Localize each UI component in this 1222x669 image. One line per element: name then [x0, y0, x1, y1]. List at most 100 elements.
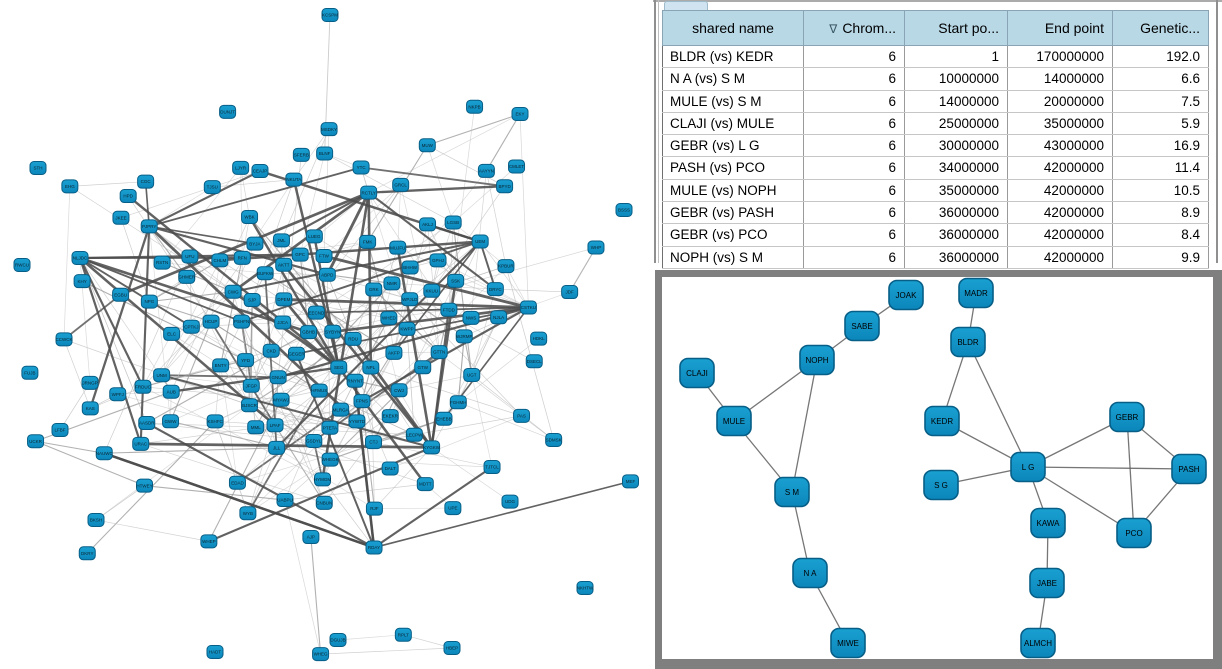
network-node[interactable]: ALMCH [1020, 627, 1056, 659]
network-node[interactable]: FUJB [21, 365, 39, 380]
cell-value[interactable]: 7.5 [1112, 90, 1209, 113]
network-node[interactable]: KKUU [423, 283, 441, 298]
network-node[interactable]: WJRMP [455, 329, 473, 344]
network-node[interactable]: KWPP [398, 321, 416, 336]
network-node[interactable]: AKTT [275, 257, 293, 272]
cell-value[interactable]: 42000000 [1007, 223, 1113, 247]
network-node[interactable]: RDU [344, 331, 362, 346]
network-node[interactable]: CLAJI [679, 357, 715, 389]
network-node[interactable]: MML [247, 420, 265, 435]
network-node[interactable]: RPLT [394, 627, 412, 642]
network-node[interactable]: NWS [462, 310, 480, 325]
network-node[interactable]: AAYYN [477, 163, 495, 178]
large-network-panel[interactable]: KCSPM STH RWCU NLJDC LFBF BKSH HADT DGUJB HBEP NK… [0, 0, 653, 669]
network-node[interactable]: SJP [243, 293, 261, 308]
network-node[interactable]: AUB [162, 384, 180, 399]
network-node[interactable]: SSK [447, 273, 465, 288]
network-node[interactable]: UPE [444, 501, 462, 516]
cell-value[interactable]: 10.5 [1112, 179, 1209, 203]
network-node[interactable]: GPHJ [429, 253, 447, 268]
network-node[interactable]: TJSU [203, 180, 221, 195]
network-node[interactable]: KSHFC [206, 414, 224, 429]
network-node[interactable]: LPAF [266, 418, 284, 433]
table-row[interactable]: BLDR (vs) KEDR 6 1 170000000 192.0 [662, 45, 1209, 69]
cell-value[interactable]: 34000000 [904, 156, 1008, 180]
large-network-canvas[interactable]: KCSPM STH RWCU NLJDC LFBF BKSH HADT DGUJB HBEP NK… [0, 0, 653, 669]
network-node[interactable]: WHEP [200, 534, 218, 549]
cell-value[interactable]: 16.9 [1112, 134, 1209, 158]
network-node[interactable]: WYB [239, 506, 257, 521]
network-node[interactable]: CPTKJ [182, 319, 200, 334]
network-node[interactable]: FTDD [440, 302, 458, 317]
cell-value[interactable]: 42000000 [1007, 156, 1113, 180]
cell-shared-name[interactable]: MULE (vs) NOPH [662, 179, 804, 203]
network-node[interactable]: UCKR [27, 434, 45, 449]
network-node[interactable]: NMR [383, 276, 401, 291]
cell-value[interactable]: 35000000 [904, 179, 1008, 203]
network-node[interactable]: YFD [237, 353, 255, 368]
cell-value[interactable]: 6 [803, 201, 905, 225]
network-node[interactable]: GHMER [178, 269, 196, 284]
network-node[interactable]: AJP [302, 530, 320, 545]
cell-value[interactable]: 6 [803, 134, 905, 158]
network-node[interactable]: BJSCR [240, 398, 258, 413]
network-node[interactable]: CMLET [508, 159, 526, 174]
network-node[interactable]: EHEBB [435, 411, 453, 426]
network-node[interactable]: BSSS [615, 203, 633, 217]
cell-value[interactable]: 6 [803, 223, 905, 247]
network-node[interactable]: KAWA [1030, 507, 1066, 539]
cell-value[interactable]: 42000000 [1007, 201, 1113, 225]
network-node[interactable]: HDKL [530, 331, 548, 346]
cell-value[interactable]: 6 [803, 90, 905, 113]
table-row[interactable]: GEBR (vs) PASH 6 36000000 42000000 8.9 [662, 201, 1209, 225]
cell-value[interactable]: 42000000 [1007, 246, 1113, 269]
cell-shared-name[interactable]: MULE (vs) S M [662, 90, 804, 113]
network-node[interactable]: ABPD [318, 267, 336, 282]
network-node[interactable]: MUJFU [389, 240, 407, 255]
network-node[interactable]: LGSB [444, 215, 462, 230]
network-node[interactable]: S M [774, 476, 810, 508]
network-node[interactable]: N A [792, 557, 828, 589]
cell-value[interactable]: 192.0 [1112, 45, 1209, 69]
cell-shared-name[interactable]: GEBR (vs) PASH [662, 201, 804, 225]
network-node[interactable]: KPBUR [497, 259, 515, 274]
network-node[interactable]: CEAJP [251, 164, 269, 179]
network-node[interactable]: AKFP [385, 345, 403, 360]
network-node[interactable]: AASDR [138, 416, 156, 431]
network-node[interactable]: MADR [958, 277, 994, 309]
network-node[interactable]: GTTN [430, 345, 448, 360]
network-node[interactable]: WHEG [312, 647, 330, 662]
network-node[interactable]: RSTN [153, 255, 171, 270]
network-node[interactable]: UGT [463, 367, 481, 382]
network-node[interactable]: KEDR [924, 405, 960, 437]
network-node[interactable]: PAS [513, 408, 531, 423]
network-node[interactable]: CKD [262, 343, 280, 358]
network-node[interactable]: NAUWC [95, 446, 114, 461]
network-node[interactable]: WHP [587, 240, 605, 255]
network-node[interactable]: GSDYL [305, 433, 323, 448]
network-node[interactable]: PTETA [321, 420, 339, 435]
network-node[interactable]: SYBYN [324, 324, 342, 339]
network-node[interactable]: UEM [471, 234, 489, 249]
network-node[interactable]: CGC [137, 174, 155, 189]
network-node[interactable]: UFU [181, 249, 199, 264]
cell-value[interactable]: 14000000 [904, 90, 1008, 113]
network-node[interactable]: GRK [365, 282, 383, 297]
network-node[interactable]: JOAK [888, 279, 924, 311]
network-node[interactable]: HPD [119, 189, 137, 204]
network-node[interactable]: PCO [1116, 517, 1152, 549]
network-node[interactable]: NKUTA [285, 172, 303, 187]
network-node[interactable]: BKSH [87, 513, 105, 527]
table-row[interactable]: MULE (vs) S M 6 14000000 20000000 7.5 [662, 90, 1209, 113]
network-node[interactable]: UNM [153, 368, 171, 383]
table-tab-fragment[interactable] [664, 1, 708, 10]
cell-value[interactable]: 43000000 [1007, 134, 1113, 158]
network-node[interactable]: JKEE [112, 210, 130, 225]
cell-value[interactable]: 6 [803, 246, 905, 269]
network-node[interactable]: PSHFN [233, 314, 251, 329]
network-node[interactable]: L G [1010, 451, 1046, 483]
network-node[interactable]: FRDUC [134, 379, 152, 394]
cell-value[interactable]: 14000000 [1007, 67, 1113, 91]
network-node[interactable]: JLL [268, 440, 286, 455]
network-node[interactable]: RFN [233, 250, 251, 265]
